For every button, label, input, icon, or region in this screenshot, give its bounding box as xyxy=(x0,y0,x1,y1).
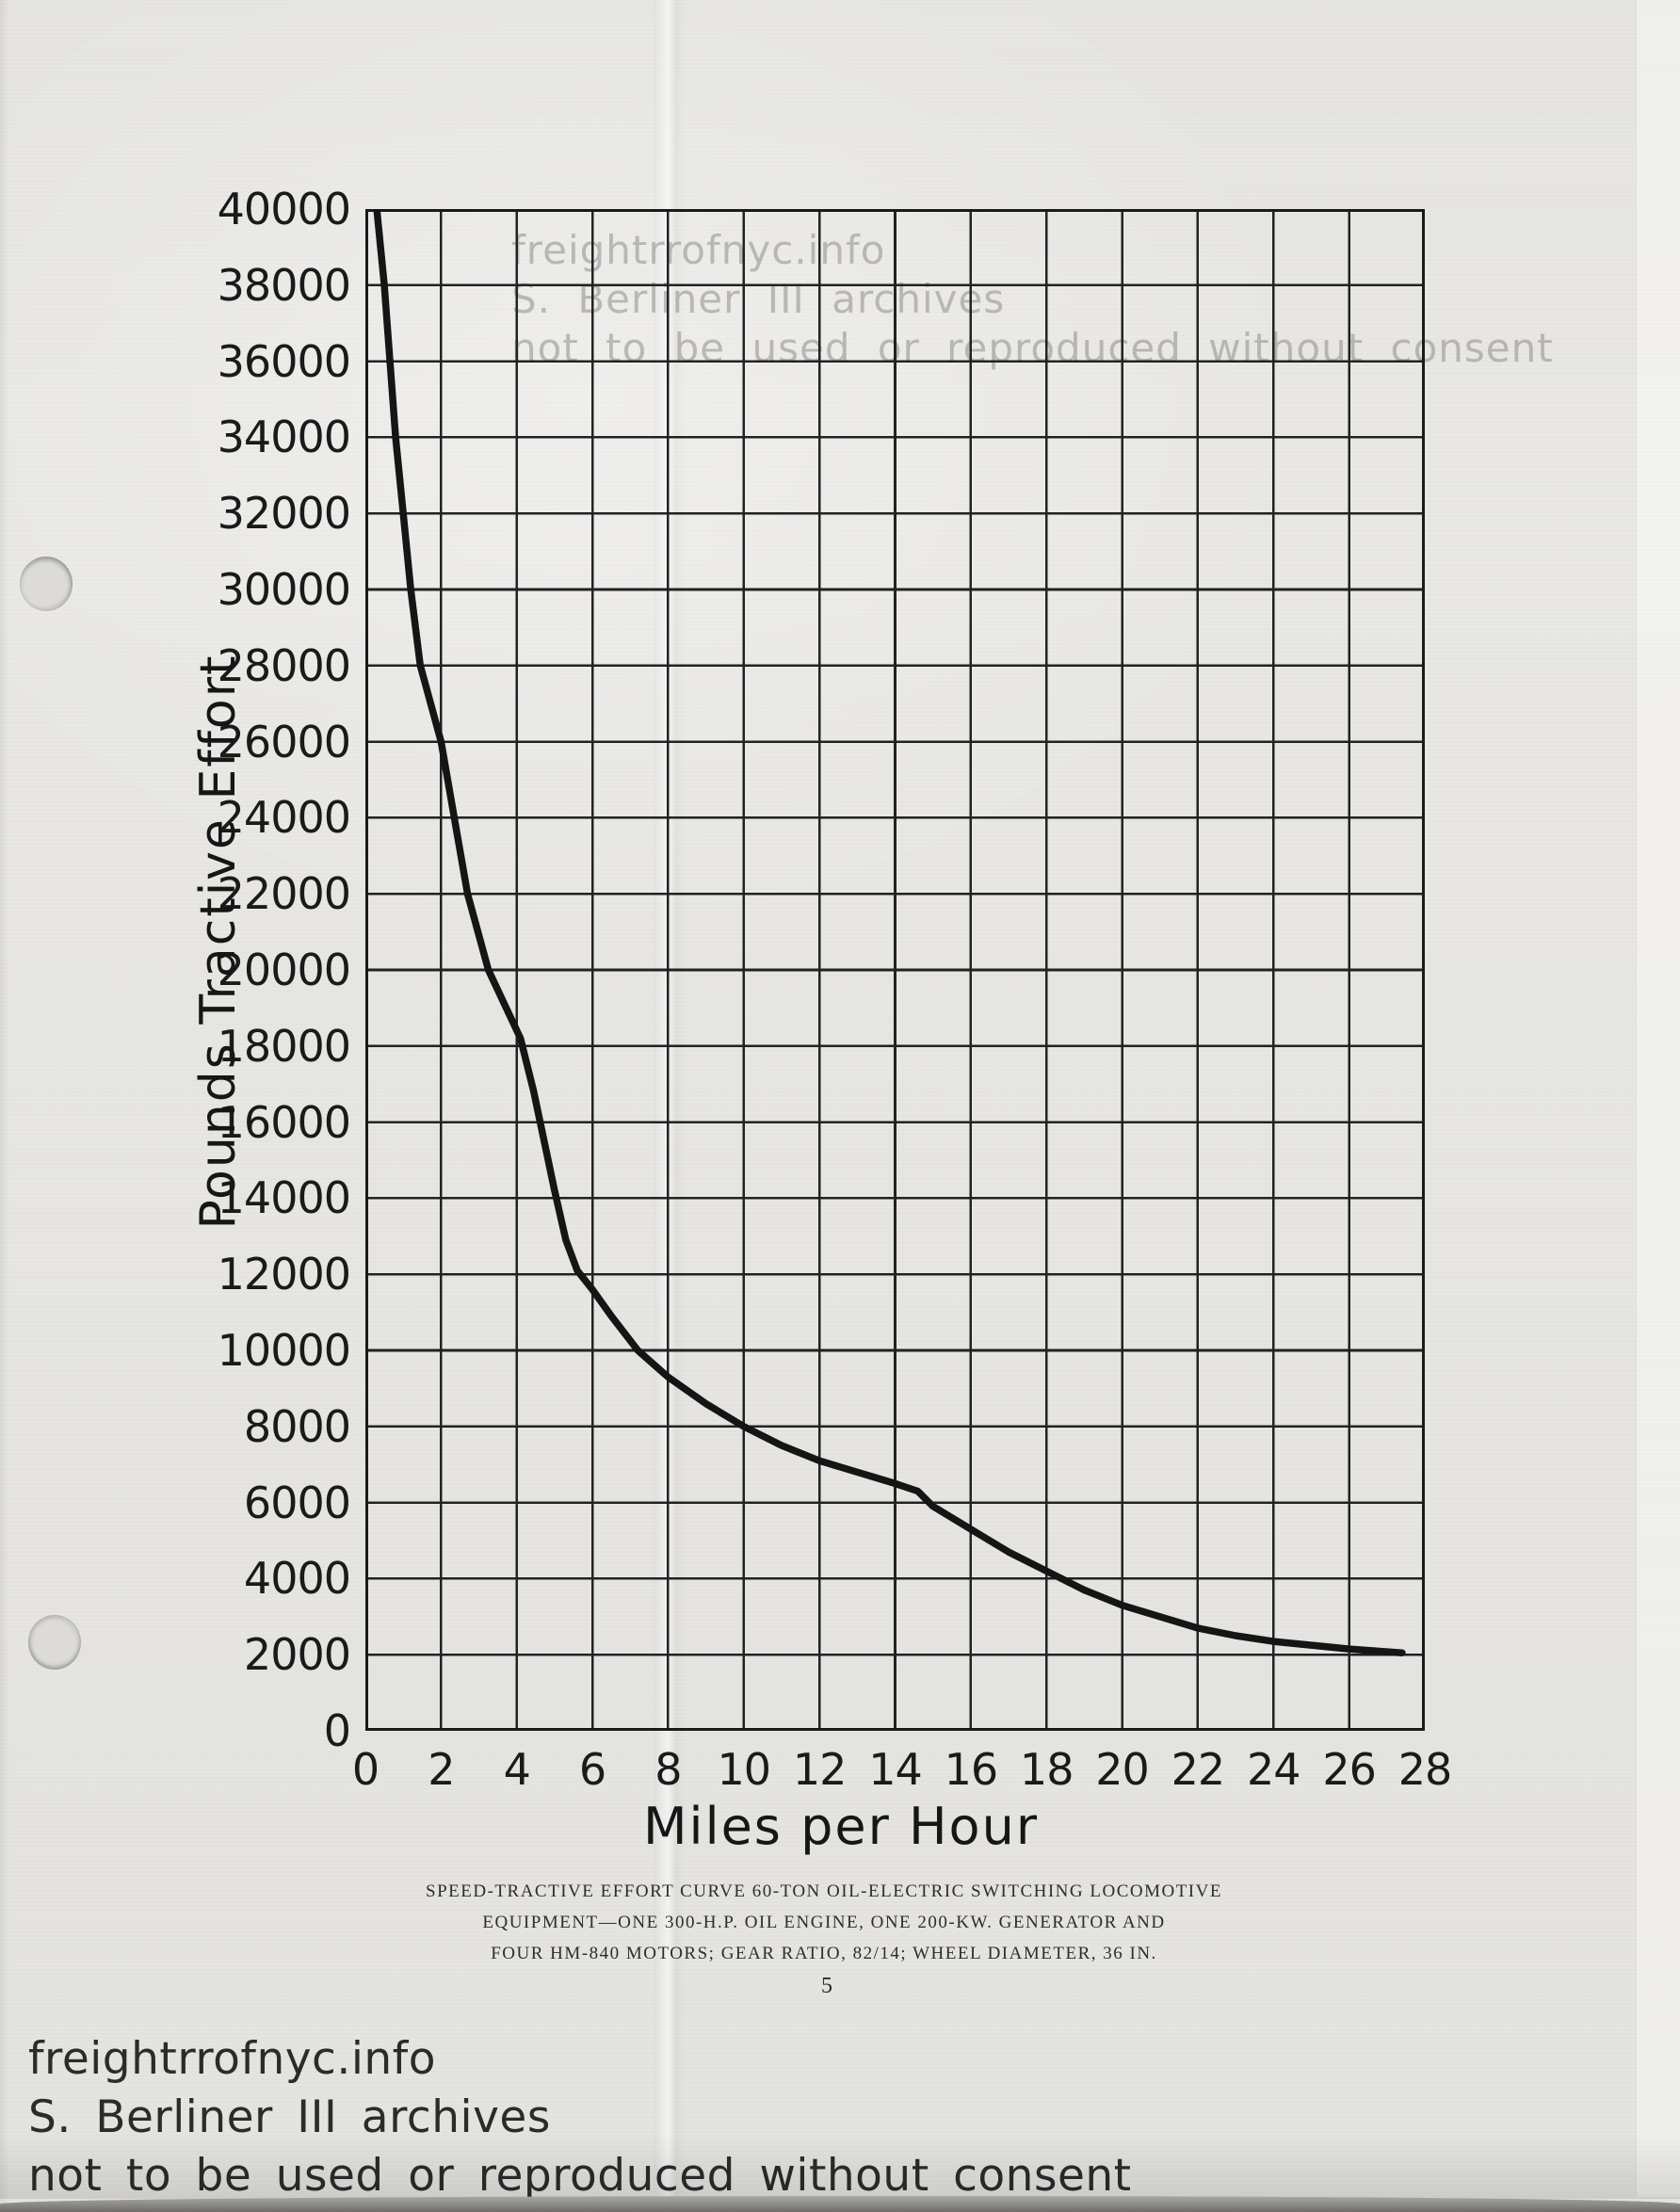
x-tick-label: 14 xyxy=(868,1744,923,1795)
x-tick-label: 10 xyxy=(717,1744,772,1795)
y-tick-label: 16000 xyxy=(217,1096,351,1148)
watermark-top-line-3: not to be used or reproduced without con… xyxy=(511,325,1554,371)
punch-hole-bottom xyxy=(28,1615,81,1670)
y-tick-label: 34000 xyxy=(217,412,351,463)
tractive-effort-curve xyxy=(373,209,1406,1656)
y-tick-label: 36000 xyxy=(217,335,351,387)
x-tick-label: 26 xyxy=(1322,1744,1377,1795)
watermark-bottom-line-1: freightrrofnyc.info xyxy=(28,2033,436,2085)
y-tick-label: 18000 xyxy=(217,1020,351,1072)
y-tick-label: 32000 xyxy=(217,488,351,540)
x-tick-label: 0 xyxy=(351,1744,380,1795)
y-tick-label: 26000 xyxy=(217,716,351,767)
x-tick-label: 28 xyxy=(1397,1744,1453,1795)
scan-bottom-shadow xyxy=(0,2133,1680,2199)
page-right-edge xyxy=(1636,0,1680,2197)
y-tick-label: 40000 xyxy=(217,184,351,234)
y-tick-label: 22000 xyxy=(217,868,351,920)
watermark-bottom-line-3: not to be used or reproduced without con… xyxy=(28,2147,1132,2205)
y-tick-label: 38000 xyxy=(217,259,351,311)
y-tick-label: 8000 xyxy=(243,1400,351,1452)
x-tick-label: 24 xyxy=(1247,1744,1301,1795)
paper-crease xyxy=(654,0,686,2212)
scan-edge-shadow xyxy=(0,2196,1680,2212)
watermark-bottom: freightrrofnyc.info S. Berliner III arch… xyxy=(28,2030,1132,2205)
y-tick-label: 4000 xyxy=(243,1553,351,1605)
chart-svg xyxy=(365,209,1425,1731)
x-tick-label: 8 xyxy=(654,1744,682,1795)
y-tick-label: 6000 xyxy=(243,1477,351,1528)
watermark-bottom-line-2: S. Berliner III archives xyxy=(28,2091,551,2143)
chart-caption: SPEED-TRACTIVE EFFORT CURVE 60-TON OIL-E… xyxy=(426,1876,1222,1969)
x-axis-title: Miles per Hour xyxy=(642,1797,1040,1856)
y-tick-label: 14000 xyxy=(217,1172,351,1224)
x-tick-label: 12 xyxy=(792,1744,848,1795)
x-tick-label: 18 xyxy=(1019,1744,1074,1795)
y-tick-label: 20000 xyxy=(217,945,351,995)
x-tick-label: 6 xyxy=(578,1744,606,1795)
punch-hole-top xyxy=(20,557,73,611)
x-tick-label: 4 xyxy=(503,1744,531,1795)
page-left-edge xyxy=(0,0,9,2212)
y-tick-label: 30000 xyxy=(217,564,351,615)
x-tick-label: 16 xyxy=(944,1744,999,1795)
caption-line-2: EQUIPMENT—ONE 300-H.P. OIL ENGINE, ONE 2… xyxy=(482,1913,1166,1932)
caption-line-3: FOUR HM-840 MOTORS; GEAR RATIO, 82/14; W… xyxy=(491,1944,1157,1963)
y-tick-label: 10000 xyxy=(217,1325,351,1376)
x-tick-label: 2 xyxy=(428,1744,455,1795)
caption-line-1: SPEED-TRACTIVE EFFORT CURVE 60-TON OIL-E… xyxy=(426,1881,1222,1901)
y-tick-label: 28000 xyxy=(217,639,351,691)
page-number: 5 xyxy=(821,1974,832,1998)
y-tick-label: 24000 xyxy=(217,792,351,844)
watermark-top-line-1: freightrrofnyc.info xyxy=(511,227,886,273)
grid-lines xyxy=(365,209,1425,1731)
x-tick-label: 20 xyxy=(1095,1744,1150,1795)
x-tick-label: 22 xyxy=(1171,1744,1226,1795)
y-tick-label: 2000 xyxy=(243,1629,351,1681)
y-tick-label: 0 xyxy=(323,1705,351,1756)
y-axis-title: Pounds Tractive Effort xyxy=(190,654,247,1230)
y-tick-label: 12000 xyxy=(217,1249,351,1300)
